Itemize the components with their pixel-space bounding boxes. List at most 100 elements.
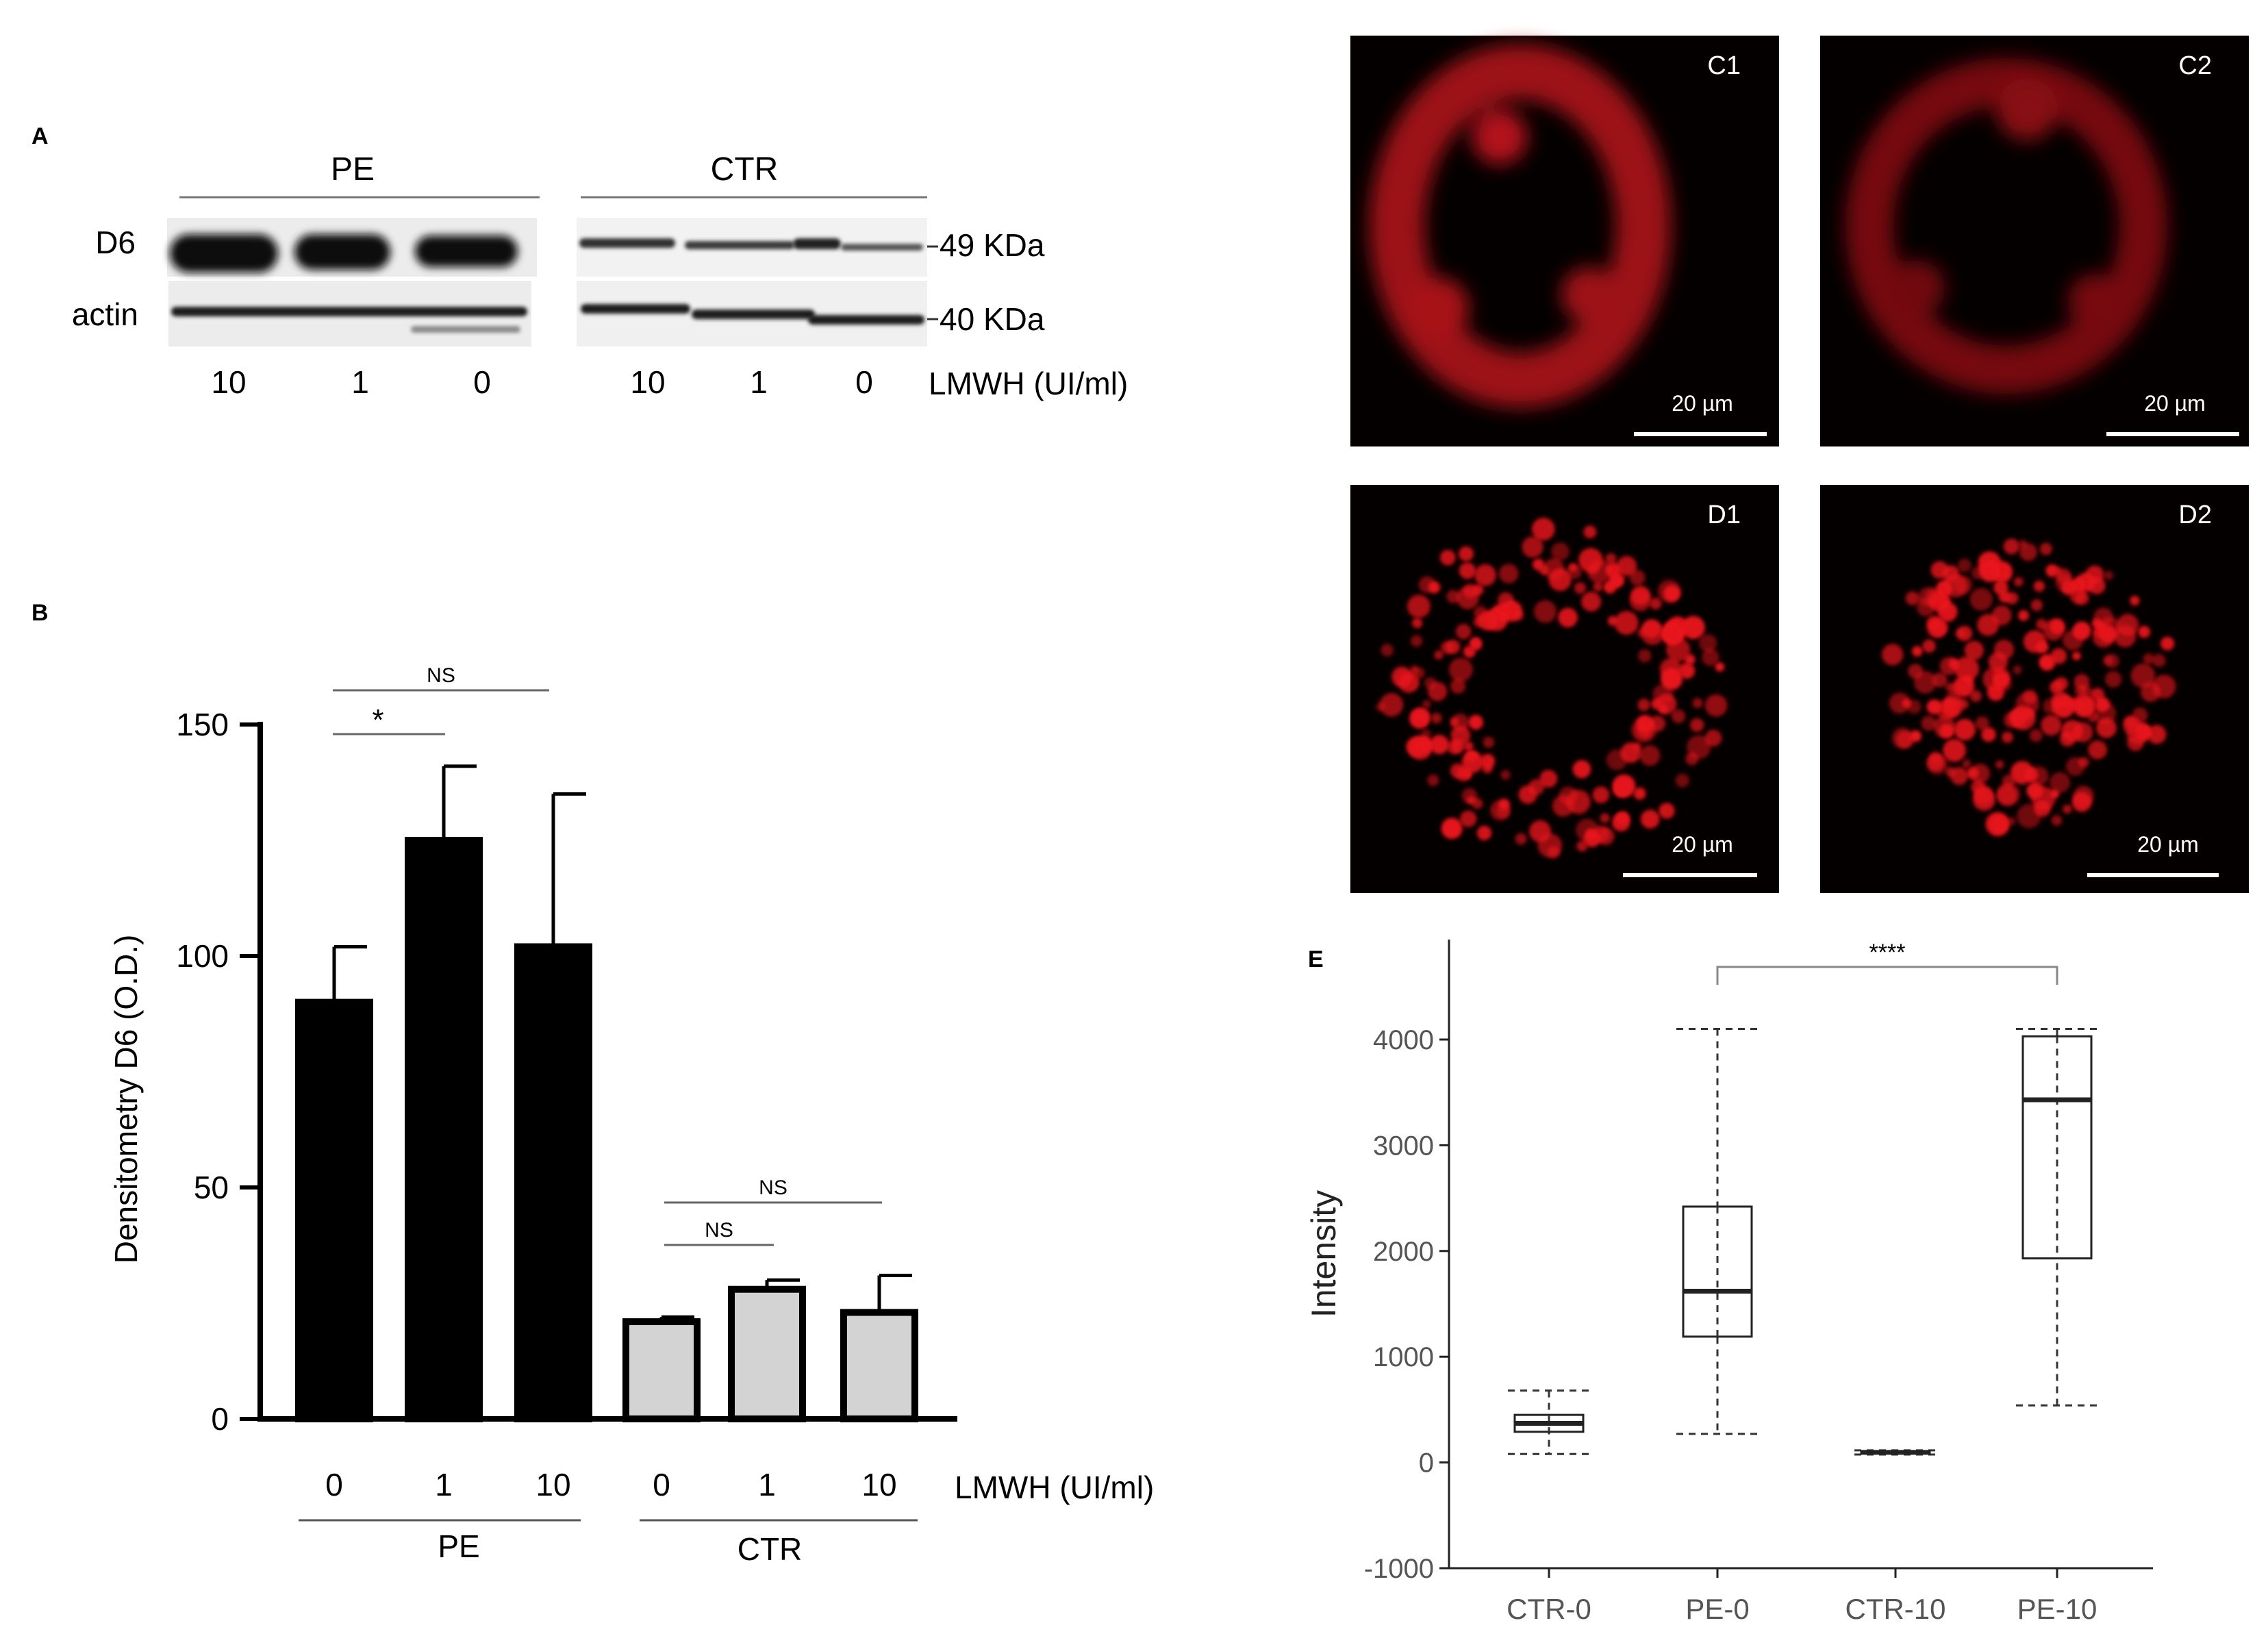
punctum (1532, 558, 1545, 570)
punctum (1905, 591, 1919, 605)
punctum (2002, 731, 2013, 743)
blot-actin-ctr (577, 281, 927, 347)
x-axis-title: LMWH (UI/ml) (955, 1470, 1154, 1505)
punctum (2034, 801, 2051, 817)
significance-label: NS (427, 664, 455, 687)
punctum (2130, 595, 2140, 606)
punctum (1991, 605, 2012, 626)
punctum (1702, 649, 1719, 666)
punctum (1704, 694, 1728, 717)
punctum (1533, 600, 1557, 623)
punctum (1650, 597, 1662, 610)
punctum (1528, 820, 1552, 842)
micrograph-label-c1: C1 (1707, 51, 1741, 80)
punctum (1681, 616, 1705, 640)
punctum (1964, 675, 1974, 685)
punctum (1698, 633, 1717, 653)
punctum (2095, 696, 2110, 712)
x-tick-label: 0 (325, 1467, 343, 1502)
punctum (1581, 591, 1602, 612)
punctum (1926, 699, 1942, 715)
punctum (2024, 767, 2039, 782)
punctum (1881, 644, 1904, 666)
punctum (1439, 549, 1456, 566)
punctum (1600, 813, 1610, 823)
punctum (1583, 525, 1597, 539)
punctum (2104, 570, 2114, 581)
punctum (1576, 840, 1588, 852)
punctum (2030, 599, 2043, 612)
punctum (1528, 779, 1545, 796)
punctum (1592, 786, 1610, 804)
y-tick-label: 100 (176, 938, 229, 974)
punctum (2059, 731, 2076, 747)
punctum (1990, 815, 2008, 833)
bar-ctr-1 (728, 1285, 806, 1422)
micrograph-label-d2: D2 (2178, 501, 2212, 529)
punctum (1434, 650, 1444, 660)
punctum (1957, 558, 1971, 572)
punctum (1408, 735, 1433, 760)
micrograph-d1: D1 20 µm (1350, 485, 1779, 893)
punctum (1611, 813, 1630, 832)
punctum (1973, 788, 1995, 811)
punctum (2003, 538, 2020, 555)
punctum (1954, 718, 1976, 741)
punctum (1639, 745, 1661, 766)
punctum (1420, 729, 1431, 740)
punctum (2088, 577, 2106, 594)
punctum (1478, 611, 1498, 631)
punctum (1448, 657, 1473, 682)
significance-label: NS (705, 1219, 733, 1242)
punctum (2056, 568, 2072, 584)
bar-ctr-0 (622, 1318, 701, 1423)
micrograph-label-c2: C2 (2178, 51, 2212, 80)
punctum (2072, 722, 2093, 743)
punctum (1649, 715, 1666, 732)
punctum (1379, 692, 1404, 717)
punctum (1450, 763, 1465, 779)
punctum (1964, 640, 1984, 660)
bar-chart-marks (295, 764, 918, 1423)
y-tick-label: 3000 (1373, 1131, 1434, 1161)
mw-label-49: 49 KDa (940, 227, 1045, 263)
punctum (2091, 618, 2102, 629)
punctum (1522, 536, 1544, 558)
punctum (1424, 677, 1437, 690)
punctum (1945, 690, 1963, 708)
bar-pe-10 (514, 943, 592, 1422)
bar-pe-0 (295, 998, 373, 1422)
punctum (1988, 652, 2008, 672)
significance-label: **** (1869, 940, 1906, 966)
punctum (1596, 827, 1615, 846)
punctum (2076, 696, 2095, 717)
punctum (2104, 670, 2122, 688)
y-tick-label: 0 (211, 1401, 229, 1437)
punctum (2123, 716, 2141, 735)
y-tick-label: 2000 (1373, 1237, 1434, 1267)
punctum (1933, 716, 1956, 738)
punctum (1937, 602, 1958, 622)
x-tick-label: PE-0 (1685, 1593, 1749, 1625)
punctum (2039, 542, 2052, 555)
punctum (1446, 590, 1461, 604)
punctum (1548, 568, 1572, 592)
punctum (1650, 698, 1662, 709)
punctum (1640, 809, 1660, 829)
punctum (2147, 725, 2167, 744)
punctum (1429, 735, 1449, 755)
punctum (1918, 587, 1937, 607)
punctum (1975, 716, 1989, 731)
punctum (1576, 818, 1599, 842)
fluorescent-puncta (1376, 517, 1728, 859)
micrograph-d2: D2 20 µm (1820, 485, 2249, 893)
punctum (1607, 616, 1618, 626)
punctum (1480, 753, 1496, 768)
punctum (1981, 727, 1996, 742)
y-axis-title: Intensity (1305, 1190, 1343, 1318)
punctum (2160, 636, 2175, 651)
punctum (1678, 662, 1696, 679)
punctum (1949, 683, 1959, 694)
blot-d6-pe (167, 218, 537, 277)
